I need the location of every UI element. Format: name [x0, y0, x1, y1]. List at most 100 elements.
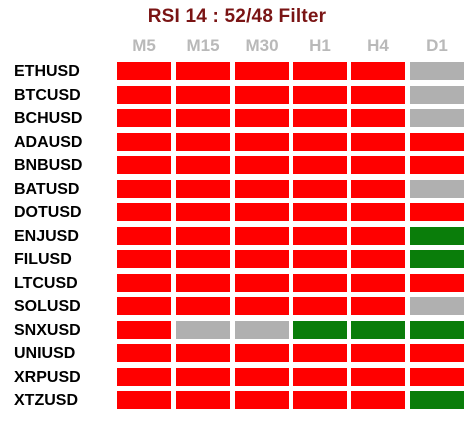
symbol-row-btcusd: BTCUSD [0, 84, 474, 108]
signal-cell-m30-red [235, 62, 289, 80]
signal-cell-m30-red [235, 203, 289, 221]
signal-cell-h1-red [293, 391, 347, 409]
signal-cell-m15-red [176, 226, 230, 245]
symbol-label: ADAUSD [14, 133, 83, 151]
signal-cell-m15-red [176, 62, 230, 80]
signal-cell-m30-red [235, 85, 289, 104]
signal-cell-d1-red [410, 273, 464, 292]
signal-cell-h1-green [293, 320, 347, 339]
symbol-row-solusd: SOLUSD [0, 295, 474, 319]
signal-cell-h1-red [293, 344, 347, 362]
timeframe-header-m5: M5 [132, 36, 156, 55]
symbol-row-dotusd: DOTUSD [0, 201, 474, 225]
signal-cell-m30-red [235, 250, 289, 268]
signal-cell-h4-red [351, 226, 405, 245]
signal-cell-m5-red [117, 179, 171, 198]
signal-cell-m15-gray [176, 320, 230, 339]
signal-cell-d1-red [410, 344, 464, 362]
signal-cell-m5-red [117, 109, 171, 127]
symbol-label: XRPUSD [14, 368, 81, 386]
symbol-row-uniusd: UNIUSD [0, 342, 474, 366]
signal-cell-m15-red [176, 367, 230, 386]
signal-cell-h4-red [351, 179, 405, 198]
symbol-label: BATUSD [14, 180, 80, 198]
symbol-label: SNXUSD [14, 321, 81, 339]
signal-cell-d1-red [410, 156, 464, 174]
signal-cell-m15-red [176, 203, 230, 221]
signal-cell-m15-red [176, 179, 230, 198]
signal-cell-m5-red [117, 85, 171, 104]
panel-title: RSI 14 : 52/48 Filter [147, 6, 327, 27]
signal-cell-m30-red [235, 297, 289, 315]
timeframe-header-m30: M30 [245, 36, 279, 55]
signal-cell-d1-red [410, 132, 464, 151]
timeframe-header-h4: H4 [367, 36, 389, 55]
signal-cell-h4-red [351, 132, 405, 151]
signal-cell-m5-red [117, 62, 171, 80]
signal-cell-h1-red [293, 203, 347, 221]
symbol-label: LTCUSD [14, 274, 78, 292]
signal-cell-m30-red [235, 367, 289, 386]
signal-cell-m5-red [117, 156, 171, 174]
signal-cell-h4-red [351, 391, 405, 409]
signal-cell-d1-red [410, 367, 464, 386]
signal-cell-d1-green [410, 320, 464, 339]
signal-cell-h1-red [293, 62, 347, 80]
signal-cell-m5-red [117, 250, 171, 268]
signal-cell-h1-red [293, 132, 347, 151]
signal-cell-h1-red [293, 179, 347, 198]
symbol-row-xtzusd: XTZUSD [0, 389, 474, 413]
signal-cell-d1-red [410, 203, 464, 221]
signal-cell-d1-gray [410, 109, 464, 127]
symbol-row-batusd: BATUSD [0, 178, 474, 202]
signal-cell-m15-red [176, 297, 230, 315]
signal-cell-h1-red [293, 85, 347, 104]
symbol-label: UNIUSD [14, 345, 76, 362]
signal-cell-m5-red [117, 203, 171, 221]
signal-cell-m30-red [235, 226, 289, 245]
signal-cell-h4-green [351, 320, 405, 339]
symbol-row-snxusd: SNXUSD [0, 319, 474, 343]
signal-cell-m15-red [176, 85, 230, 104]
signal-cell-h4-red [351, 62, 405, 80]
signal-cell-h1-red [293, 156, 347, 174]
symbol-label: FILUSD [14, 251, 72, 268]
symbol-label: SOLUSD [14, 298, 81, 315]
symbol-row-filusd: FILUSD [0, 248, 474, 272]
signal-cell-h1-red [293, 297, 347, 315]
timeframe-header-row: M5 M15 M30 H1 H4 D1 [0, 36, 474, 58]
signal-cell-m5-red [117, 273, 171, 292]
signal-cell-m5-red [117, 226, 171, 245]
signal-cell-h1-red [293, 273, 347, 292]
signal-cell-h4-red [351, 367, 405, 386]
timeframe-header-h1: H1 [309, 36, 331, 55]
signal-cell-h4-red [351, 250, 405, 268]
symbol-label: ENJUSD [14, 227, 79, 245]
signal-cell-d1-gray [410, 62, 464, 80]
signal-cell-m5-red [117, 132, 171, 151]
symbol-row-ltcusd: LTCUSD [0, 272, 474, 296]
signal-cell-m5-red [117, 297, 171, 315]
signal-cell-m5-red [117, 367, 171, 386]
signal-cell-m15-red [176, 273, 230, 292]
signal-cell-h1-red [293, 226, 347, 245]
signal-cell-m30-red [235, 132, 289, 151]
signal-cell-h4-red [351, 85, 405, 104]
signal-cell-m5-red [117, 391, 171, 409]
symbol-row-adausd: ADAUSD [0, 131, 474, 155]
symbol-row-bnbusd: BNBUSD [0, 154, 474, 178]
signal-cell-h1-red [293, 367, 347, 386]
signal-cell-d1-green [410, 391, 464, 409]
signal-cell-m5-red [117, 320, 171, 339]
symbol-label: DOTUSD [14, 204, 82, 221]
symbol-label: BCHUSD [14, 110, 83, 127]
signal-cell-m15-red [176, 132, 230, 151]
signal-cell-d1-green [410, 250, 464, 268]
signal-cell-m5-red [117, 344, 171, 362]
signal-cell-m30-gray [235, 320, 289, 339]
symbol-row-xrpusd: XRPUSD [0, 366, 474, 390]
signal-cell-m30-red [235, 391, 289, 409]
signal-cell-m30-red [235, 156, 289, 174]
signal-cell-m15-red [176, 156, 230, 174]
timeframe-header-m15: M15 [186, 36, 220, 55]
